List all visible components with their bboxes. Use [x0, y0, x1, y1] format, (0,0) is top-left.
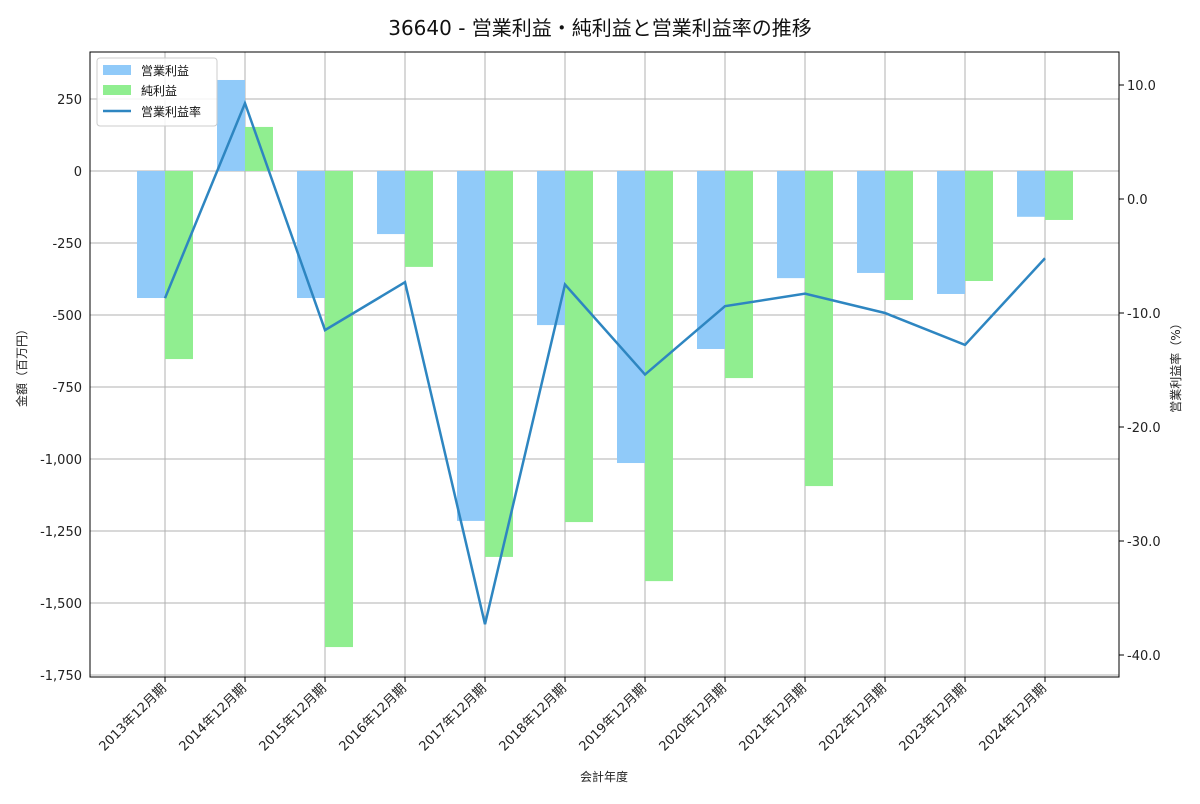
- y-right-tick-label: -20.0: [1127, 421, 1161, 436]
- bar-operating-profit: [377, 171, 405, 235]
- y-tick-label: 0: [74, 165, 82, 180]
- x-tick-label: 2017年12月期: [417, 681, 490, 754]
- x-tick-label: 2013年12月期: [97, 681, 170, 754]
- x-tick-label: 2018年12月期: [497, 681, 570, 754]
- y-right-axis-label: 営業利益率（%）: [1168, 317, 1183, 412]
- svg-text:営業利益: 営業利益: [141, 64, 189, 78]
- x-axis-label: 会計年度: [580, 769, 628, 784]
- bar-operating-profit: [1017, 171, 1045, 217]
- y-tick-label: -1,250: [40, 525, 82, 540]
- y-tick-label: -500: [52, 309, 82, 324]
- bar-operating-profit: [697, 171, 725, 349]
- x-tick-label: 2023年12月期: [897, 681, 970, 754]
- x-tick-label: 2022年12月期: [817, 681, 890, 754]
- y-tick-label: -750: [52, 381, 82, 396]
- bar-operating-profit: [297, 171, 325, 299]
- x-tick-label: 2020年12月期: [657, 681, 730, 754]
- bar-operating-profit: [777, 171, 805, 279]
- svg-text:純利益: 純利益: [141, 84, 177, 98]
- y-axis-label: 金額（百万円）: [14, 323, 29, 407]
- y-right-tick-label: 0.0: [1127, 193, 1148, 208]
- chart-title: 36640 - 営業利益・純利益と営業利益率の推移: [388, 16, 812, 40]
- y-tick-label: -1,750: [40, 669, 82, 684]
- y-tick-label: -1,500: [40, 597, 82, 612]
- bar-operating-profit: [617, 171, 645, 464]
- bar-operating-profit: [857, 171, 885, 273]
- bar-operating-profit: [457, 171, 485, 521]
- bar-operating-profit: [937, 171, 965, 294]
- bar-operating-profit: [217, 79, 245, 171]
- bar-net-profit: [405, 171, 433, 267]
- x-tick-label: 2019年12月期: [577, 681, 650, 754]
- bar-net-profit: [565, 171, 593, 523]
- y-right-tick-label: -10.0: [1127, 307, 1161, 322]
- bar-net-profit: [645, 171, 673, 582]
- y-right-tick-label: -30.0: [1127, 535, 1161, 550]
- x-tick-label: 2024年12月期: [977, 681, 1050, 754]
- svg-text:営業利益率: 営業利益率: [141, 104, 201, 119]
- x-tick-label: 2021年12月期: [737, 681, 810, 754]
- y-right-tick-label: 10.0: [1127, 79, 1156, 94]
- bar-net-profit: [805, 171, 833, 487]
- x-tick-label: 2015年12月期: [257, 681, 330, 754]
- bar-net-profit: [325, 171, 353, 648]
- bar-net-profit: [965, 171, 993, 282]
- line-operating-margin: [163, 99, 1046, 625]
- y-tick-label: 250: [57, 93, 82, 108]
- x-tick-label: 2014年12月期: [177, 681, 250, 754]
- y-right-tick-label: -40.0: [1127, 649, 1161, 664]
- bar-net-profit: [485, 171, 513, 557]
- bar-net-profit: [725, 171, 753, 379]
- bar-operating-profit: [137, 171, 165, 299]
- y-tick-label: -1,000: [40, 453, 82, 468]
- bar-net-profit: [1045, 171, 1073, 220]
- bar-net-profit: [885, 171, 913, 301]
- bar-net-profit: [245, 126, 273, 171]
- x-tick-label: 2016年12月期: [337, 681, 410, 754]
- y-tick-label: -250: [52, 237, 82, 252]
